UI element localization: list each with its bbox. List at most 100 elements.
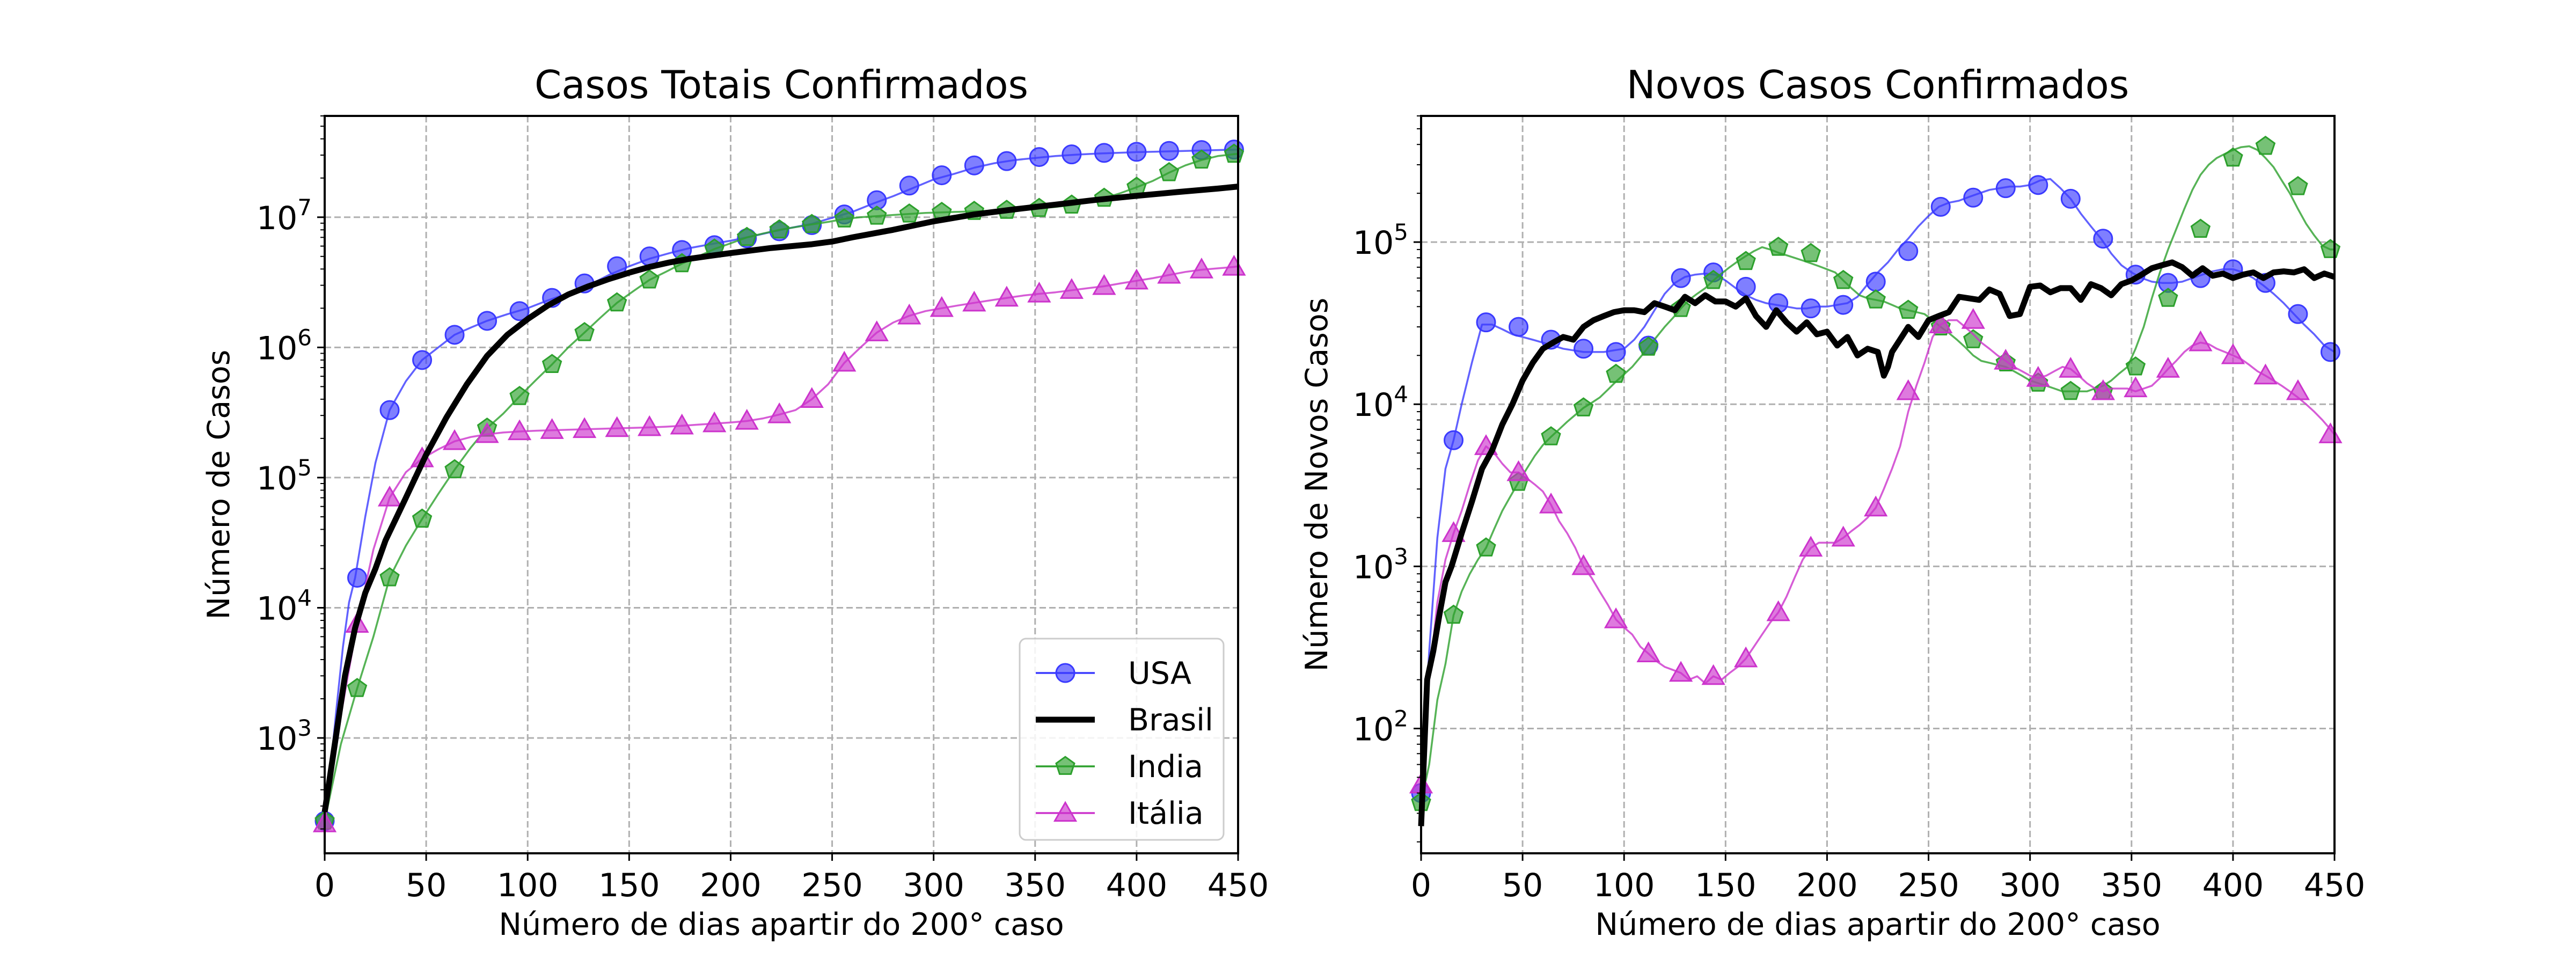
x-tick-label: 300 [903, 867, 964, 904]
x-tick-label: 200 [700, 867, 762, 904]
data-point-marker [379, 567, 400, 587]
data-point-marker [930, 296, 954, 317]
data-point-marker [2091, 379, 2115, 400]
legend-item: Itália [1036, 796, 1204, 831]
x-tick-label: 0 [1411, 867, 1431, 904]
data-point-marker [444, 325, 465, 345]
data-point-marker [475, 422, 499, 443]
data-point-marker [1606, 342, 1626, 362]
series-line [324, 265, 1239, 824]
data-point-marker [1930, 196, 1951, 217]
grid-lines [324, 116, 1239, 853]
y-tick-label: 104 [257, 584, 312, 627]
data-point-marker [1124, 268, 1149, 290]
data-point-marker [1994, 348, 2018, 370]
data-point-marker [832, 350, 857, 372]
legend-label: USA [1128, 656, 1191, 691]
data-point-marker [1801, 298, 1821, 319]
data-point-marker [572, 417, 597, 438]
data-point-marker [2189, 330, 2213, 352]
data-point-marker [2190, 218, 2211, 238]
data-point-marker [1573, 397, 1594, 416]
data-point-marker [1539, 492, 1563, 514]
data-point-marker [1963, 187, 1984, 208]
data-point-marker [1668, 661, 1693, 682]
series-line [1418, 259, 2336, 826]
data-point-marker [997, 151, 1017, 171]
data-point-marker [1736, 276, 1756, 297]
data-point-marker [2026, 365, 2050, 387]
data-point-marker [1029, 147, 1049, 167]
data-point-marker [347, 678, 368, 697]
data-point-marker [802, 214, 822, 233]
chart-new-cases: Novos Casos Confirmados 0 50 100 150 200 250 3… [1299, 62, 2365, 942]
data-point-marker [1995, 178, 2016, 199]
data-point-marker [1766, 600, 1790, 621]
data-point-marker [2093, 229, 2113, 249]
y-axis-label: Número de Novos Casos [1299, 298, 1335, 672]
data-point-marker [1671, 268, 1691, 288]
data-point-marker [1865, 272, 1886, 292]
data-point-marker [1191, 149, 1212, 169]
data-point-marker [1801, 243, 1821, 262]
legend-item: Brasil [1036, 702, 1213, 738]
data-point-marker [2288, 175, 2308, 195]
data-point-marker [1833, 269, 1854, 289]
x-tick-label: 400 [1106, 867, 1168, 904]
data-point-marker [1833, 295, 1854, 315]
x-tick-label: 400 [2202, 867, 2264, 904]
y-tick-label: 106 [257, 324, 312, 367]
data-point-marker [670, 413, 694, 435]
data-point-marker [1638, 336, 1659, 356]
data-point-marker [1159, 141, 1179, 161]
data-point-marker [1896, 379, 1920, 400]
x-tick-label: 350 [1005, 867, 1066, 904]
data-point-marker [1636, 641, 1660, 662]
data-point-marker [899, 175, 919, 196]
data-point-marker [2253, 363, 2278, 385]
legend: USA Brasil India Itália [1019, 638, 1225, 841]
x-axis-ticks: 0 50 100 150 200 250 300 350 400 450 [1411, 853, 2365, 904]
y-tick-label: 103 [257, 715, 312, 758]
data-point-marker [638, 415, 662, 436]
data-point-marker [769, 219, 789, 239]
data-point-marker [1126, 142, 1147, 162]
chart-total-cases: Casos Totais Confirmados 0 50 100 150 200 250… [201, 62, 1269, 942]
legend-box [1019, 638, 1225, 841]
data-point-marker [2288, 304, 2308, 324]
legend-marker [1055, 756, 1075, 775]
data-point-marker [2221, 343, 2245, 364]
data-point-marker [639, 269, 660, 289]
data-point-marker [507, 419, 532, 441]
data-point-marker [1571, 554, 1596, 575]
legend-label: Brasil [1128, 702, 1213, 738]
data-point-marker [1865, 289, 1886, 309]
data-point-marker [412, 508, 433, 528]
data-point-marker [834, 208, 854, 228]
data-point-marker [412, 350, 433, 370]
data-point-marker [1799, 536, 1823, 557]
data-point-marker [2286, 379, 2310, 400]
data-point-marker [1606, 363, 1626, 383]
x-axis-label: Número de dias apartir do 200° caso [1595, 907, 2160, 942]
x-tick-label: 250 [801, 867, 863, 904]
data-point-marker [1604, 607, 1628, 628]
data-point-marker [540, 418, 564, 439]
data-point-marker [1898, 299, 1919, 319]
data-point-marker [1864, 495, 1888, 517]
data-point-marker [702, 411, 727, 433]
data-point-marker [2156, 356, 2180, 378]
series-line [1420, 319, 2336, 785]
x-tick-label: 450 [1208, 867, 1269, 904]
data-point-marker [1476, 312, 1496, 333]
data-point-marker [1509, 317, 1529, 337]
data-point-marker [1092, 274, 1116, 295]
x-tick-label: 450 [2304, 867, 2366, 904]
data-point-marker [444, 459, 465, 479]
x-tick-label: 250 [1898, 867, 1959, 904]
legend-label: Itália [1128, 796, 1204, 831]
y-tick-label: 107 [257, 194, 312, 237]
x-tick-label: 100 [497, 867, 559, 904]
data-point-marker [1444, 430, 1464, 450]
